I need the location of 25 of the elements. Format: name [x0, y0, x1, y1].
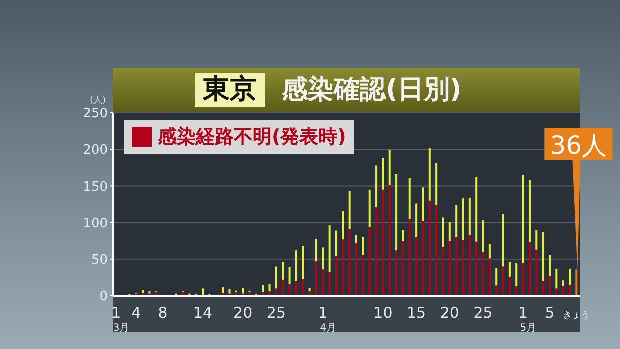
x-tick-label: 1 4月 [318, 304, 337, 334]
x-tick-label: 4 [132, 304, 142, 322]
x-tick-label: きょう [563, 311, 590, 321]
y-tick-label: 200 [83, 143, 108, 158]
x-tick-label: 25 [474, 304, 493, 322]
y-tick-label: 100 [83, 216, 108, 232]
y-tick-label: 250 [83, 106, 108, 122]
x-tick-label: 5 [545, 304, 555, 322]
x-tick-label: 20 [234, 304, 253, 322]
x-tick-label: 20 [440, 304, 460, 322]
y-tick-label: 0 [100, 290, 108, 305]
chart-subtitle: 感染確認(日別) [282, 74, 462, 107]
x-tick-label: 14 [194, 304, 213, 322]
y-axis-title: (人) [90, 94, 106, 107]
chart-title: 東京 [195, 73, 265, 107]
x-tick-label: 10 [374, 304, 393, 322]
y-tick-label: 150 [83, 180, 108, 195]
x-tick-label: 1 3月 [112, 304, 130, 334]
annotation: 36人 [550, 131, 608, 160]
x-tick-label: 1 5月 [518, 304, 537, 334]
legend-label: 感染経路不明(発表時) [158, 125, 346, 150]
x-tick-label: 8 [158, 304, 168, 322]
x-tick-label: 25 [266, 304, 286, 322]
y-tick-label: 50 [91, 253, 108, 268]
x-tick-label: 15 [407, 304, 426, 322]
